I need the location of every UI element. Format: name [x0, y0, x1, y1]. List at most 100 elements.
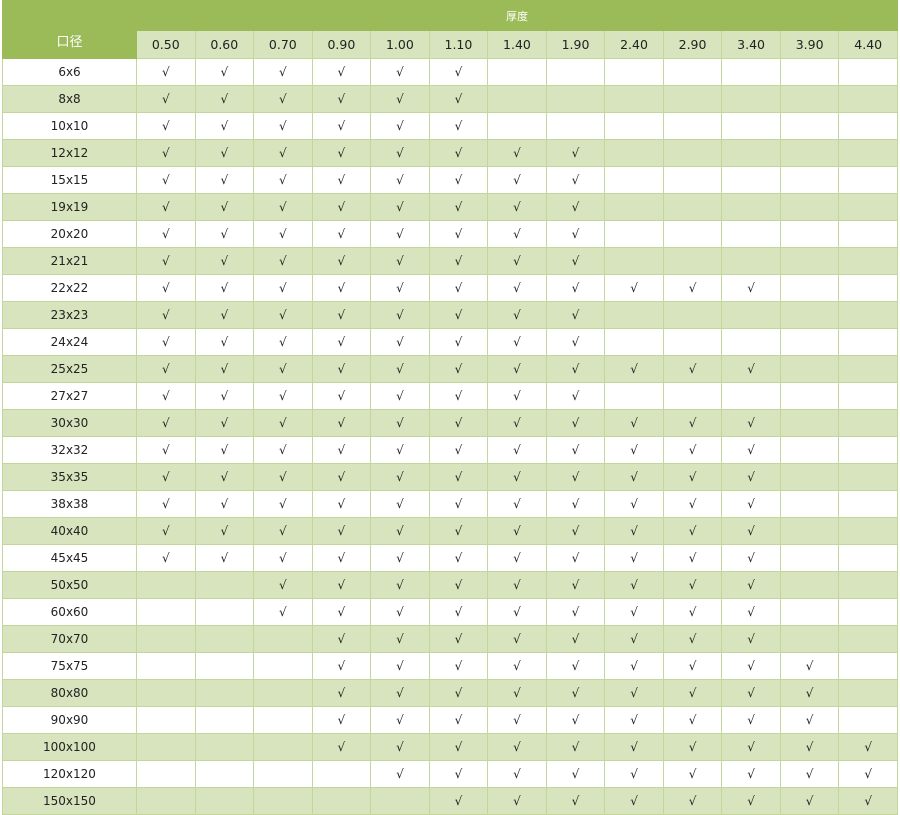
empty-cell	[721, 328, 781, 356]
empty-cell	[838, 625, 898, 653]
empty-cell	[604, 328, 664, 356]
empty-cell	[662, 247, 723, 275]
thickness-header-1.40: 1.40	[487, 30, 547, 59]
empty-cell	[779, 328, 840, 356]
empty-cell	[194, 598, 255, 626]
empty-cell	[779, 517, 840, 545]
check-mark-cell: √	[136, 382, 196, 410]
check-mark-cell: √	[487, 652, 547, 680]
thickness-header-1.00: 1.00	[370, 30, 430, 59]
empty-cell	[838, 355, 898, 383]
check-mark-cell: √	[253, 247, 313, 275]
check-mark-cell: √	[662, 274, 723, 302]
size-cell: 25x25	[2, 355, 137, 383]
check-mark-cell: √	[370, 220, 430, 248]
size-cell: 38x38	[2, 490, 137, 518]
empty-cell	[838, 409, 898, 437]
empty-cell	[779, 193, 840, 221]
empty-cell	[662, 193, 723, 221]
check-mark-cell: √	[721, 679, 781, 707]
check-mark-cell: √	[311, 436, 372, 464]
check-mark-cell: √	[253, 139, 313, 167]
table-row: 6x6 √ √ √ √ √ √	[2, 58, 898, 86]
check-mark-cell: √	[311, 409, 372, 437]
check-mark-cell: √	[194, 382, 255, 410]
check-mark-cell: √	[311, 463, 372, 491]
empty-cell	[370, 787, 430, 815]
check-mark-cell: √	[311, 355, 372, 383]
empty-cell	[545, 58, 606, 86]
check-mark-cell: √	[370, 571, 430, 599]
table-row: 21x21 √ √ √ √ √ √ √ √	[2, 247, 898, 275]
size-cell: 12x12	[2, 139, 137, 167]
check-mark-cell: √	[428, 760, 489, 788]
check-mark-cell: √	[545, 706, 606, 734]
table-row: 75x75 √ √ √ √ √ √ √ √ √	[2, 652, 898, 680]
table-row: 80x80 √ √ √ √ √ √ √ √ √	[2, 679, 898, 707]
empty-cell	[779, 544, 840, 572]
table-row: 10x10 √ √ √ √ √ √	[2, 112, 898, 140]
empty-cell	[721, 85, 781, 113]
check-mark-cell: √	[311, 58, 372, 86]
empty-cell	[194, 706, 255, 734]
check-mark-cell: √	[721, 274, 781, 302]
check-mark-cell: √	[370, 85, 430, 113]
check-mark-cell: √	[838, 787, 898, 815]
table-row: 45x45 √ √ √ √ √ √ √ √ √ √ √	[2, 544, 898, 572]
check-mark-cell: √	[194, 463, 255, 491]
check-mark-cell: √	[721, 652, 781, 680]
check-mark-cell: √	[253, 598, 313, 626]
empty-cell	[721, 166, 781, 194]
check-mark-cell: √	[428, 301, 489, 329]
check-mark-cell: √	[253, 571, 313, 599]
check-mark-cell: √	[194, 328, 255, 356]
empty-cell	[194, 679, 255, 707]
check-mark-cell: √	[662, 625, 723, 653]
empty-cell	[253, 706, 313, 734]
check-mark-cell: √	[487, 733, 547, 761]
empty-cell	[838, 220, 898, 248]
check-mark-cell: √	[370, 166, 430, 194]
check-mark-cell: √	[604, 463, 664, 491]
table-row: 25x25 √ √ √ √ √ √ √ √ √ √ √	[2, 355, 898, 383]
check-mark-cell: √	[428, 58, 489, 86]
check-mark-cell: √	[487, 355, 547, 383]
check-mark-cell: √	[253, 85, 313, 113]
check-mark-cell: √	[721, 436, 781, 464]
check-mark-cell: √	[253, 166, 313, 194]
empty-cell	[838, 490, 898, 518]
check-mark-cell: √	[311, 328, 372, 356]
empty-cell	[545, 85, 606, 113]
check-mark-cell: √	[428, 544, 489, 572]
check-mark-cell: √	[194, 85, 255, 113]
check-mark-cell: √	[311, 652, 372, 680]
empty-cell	[194, 625, 255, 653]
thickness-header-3.40: 3.40	[721, 30, 781, 59]
size-cell: 8x8	[2, 85, 137, 113]
check-mark-cell: √	[487, 382, 547, 410]
check-mark-cell: √	[662, 679, 723, 707]
check-mark-cell: √	[428, 517, 489, 545]
size-column-header: 口径	[2, 0, 137, 59]
empty-cell	[311, 787, 372, 815]
check-mark-cell: √	[253, 58, 313, 86]
check-mark-cell: √	[662, 652, 723, 680]
check-mark-cell: √	[721, 355, 781, 383]
check-mark-cell: √	[487, 463, 547, 491]
check-mark-cell: √	[487, 193, 547, 221]
check-mark-cell: √	[311, 679, 372, 707]
empty-cell	[838, 652, 898, 680]
empty-cell	[779, 58, 840, 86]
check-mark-cell: √	[370, 382, 430, 410]
check-mark-cell: √	[721, 598, 781, 626]
check-mark-cell: √	[428, 733, 489, 761]
size-cell: 24x24	[2, 328, 137, 356]
table-row: 100x100 √ √ √ √ √ √ √ √ √ √	[2, 733, 898, 761]
empty-cell	[779, 247, 840, 275]
size-cell: 100x100	[2, 733, 137, 761]
empty-cell	[662, 58, 723, 86]
check-mark-cell: √	[428, 706, 489, 734]
check-mark-cell: √	[370, 490, 430, 518]
check-mark-cell: √	[662, 787, 723, 815]
